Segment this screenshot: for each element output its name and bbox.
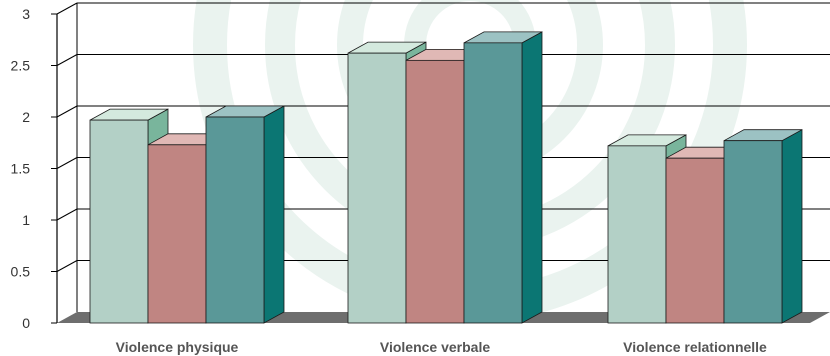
bar bbox=[723, 129, 803, 324]
bar-side bbox=[781, 129, 803, 324]
bar-front bbox=[205, 116, 265, 324]
bar-front bbox=[723, 140, 783, 324]
bar-front bbox=[607, 145, 667, 324]
gridline-diagonal bbox=[56, 260, 78, 272]
bar bbox=[205, 105, 285, 324]
y-tick-label: 3 bbox=[22, 6, 30, 22]
gridline-diagonal bbox=[56, 54, 78, 66]
bar bbox=[463, 31, 543, 324]
bar-front bbox=[405, 59, 465, 324]
x-category-label: Violence verbale bbox=[380, 339, 490, 355]
bar-side bbox=[521, 31, 543, 324]
gridline-diagonal bbox=[56, 157, 78, 169]
bar-front bbox=[147, 144, 207, 324]
y-tick-label: 2.5 bbox=[11, 58, 31, 74]
category-labels: Violence physique Violence verbale Violenc… bbox=[116, 339, 767, 355]
gridline-diagonal bbox=[56, 2, 78, 15]
x-category-label: Violence relationnelle bbox=[623, 339, 767, 355]
y-tick-label: 1.5 bbox=[11, 161, 31, 177]
gridline-diagonal bbox=[56, 105, 78, 118]
bar-front bbox=[89, 119, 149, 324]
y-tick-label: 2 bbox=[22, 109, 30, 125]
y-tick-label: 1 bbox=[22, 212, 30, 228]
y-axis: 0 0.5 1 1.5 2 2.5 3 bbox=[11, 6, 58, 331]
y-tick-label: 0.5 bbox=[11, 264, 31, 280]
y-tick-label: 0 bbox=[22, 315, 30, 331]
bar-front bbox=[347, 52, 407, 324]
bar-side bbox=[263, 105, 285, 324]
bar-front bbox=[463, 42, 523, 324]
bars bbox=[89, 31, 803, 324]
x-category-label: Violence physique bbox=[116, 339, 239, 355]
gridline-diagonal bbox=[56, 208, 78, 221]
bar-front bbox=[665, 157, 725, 324]
